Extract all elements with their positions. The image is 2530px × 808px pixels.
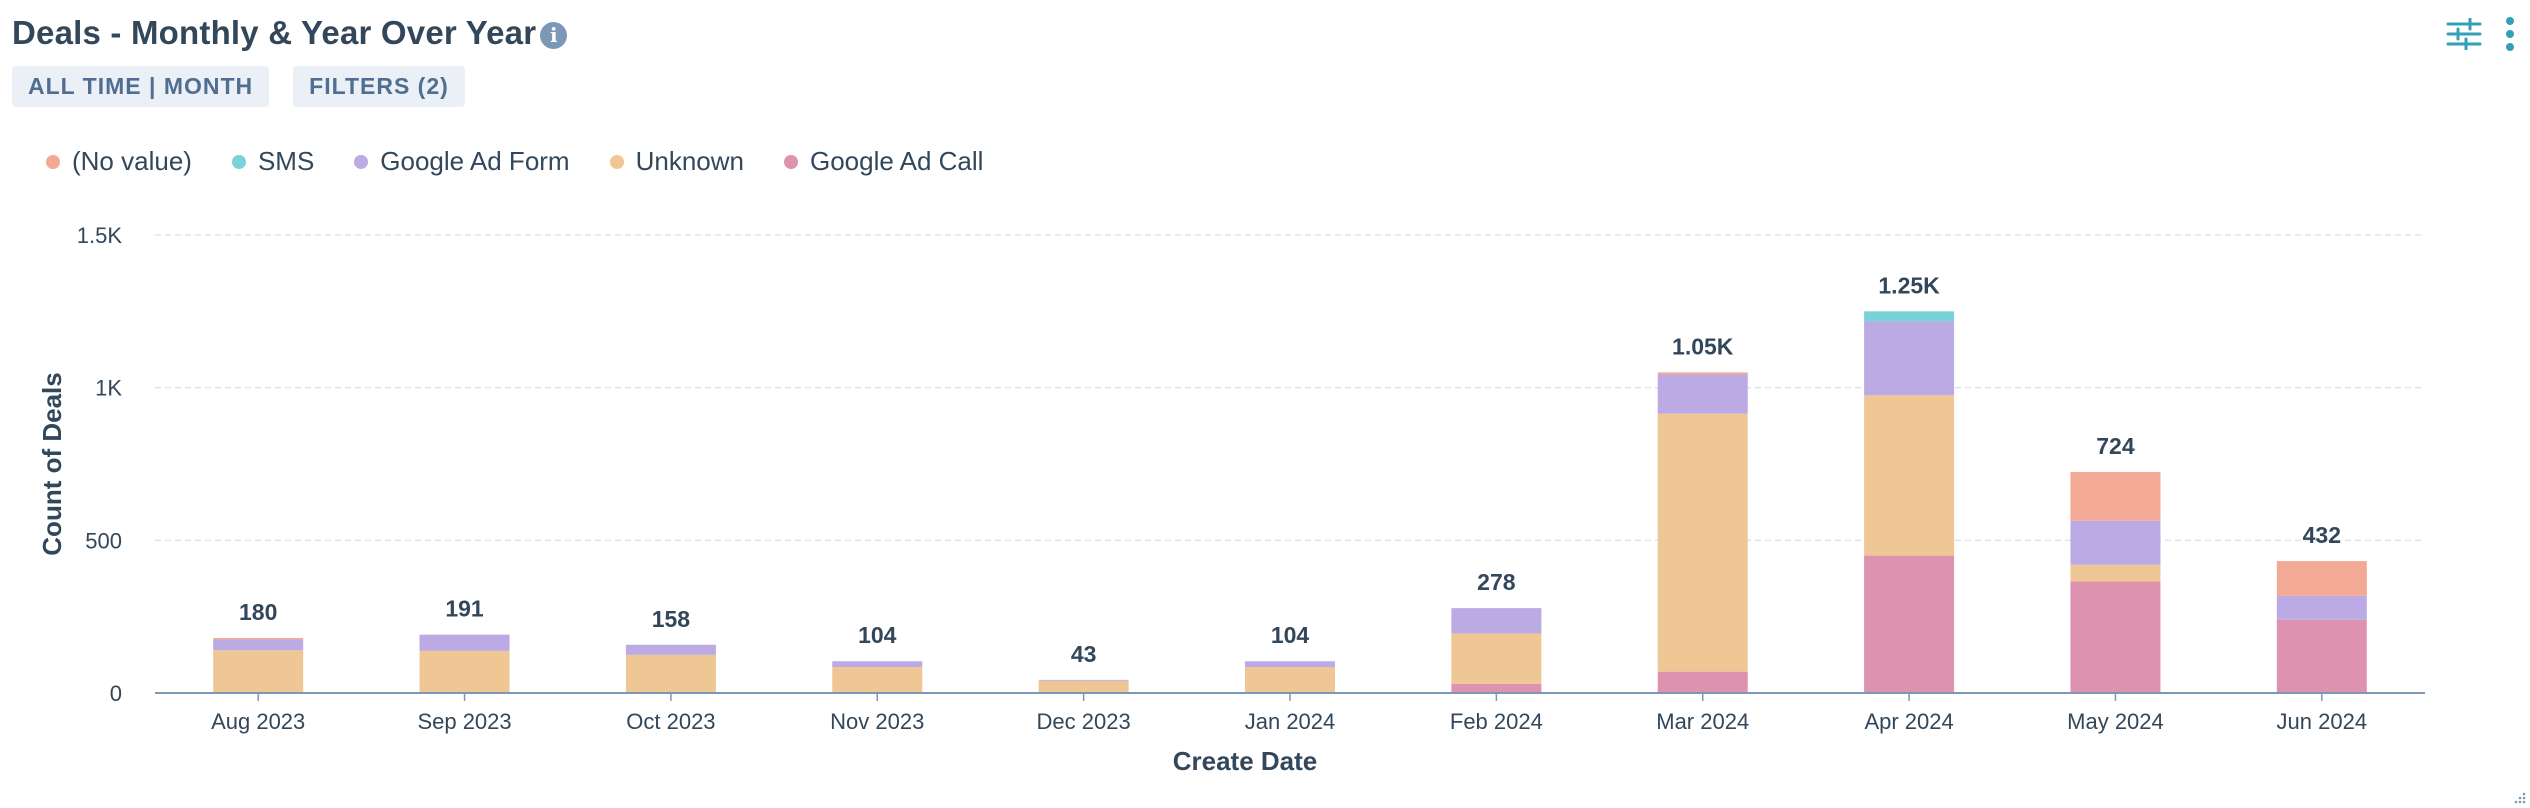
legend-item[interactable]: SMS [231,146,315,177]
x-tick-label: Aug 2023 [211,709,305,734]
bar-segment[interactable] [832,661,923,668]
bar-total-label: 104 [1271,622,1310,648]
bar-segment[interactable] [2070,471,2161,521]
legend-swatch [231,154,246,169]
chart-title: Deals - Monthly & Year Over Year [12,14,537,51]
filters-pill[interactable]: FILTERS (2) [293,66,465,107]
bar-segment[interactable] [1657,413,1748,672]
chart-legend: (No value) SMS Google Ad Form Unknown Google… [46,146,983,177]
legend-swatch [784,154,798,169]
bar-segment[interactable] [625,654,716,693]
date-range-pill[interactable]: ALL TIME | MONTH [12,66,270,107]
bar-total-label: 43 [1071,641,1097,667]
x-tick-label: Jun 2024 [2277,709,2368,734]
bar-segment[interactable] [2276,595,2367,620]
legend-label: SMS [257,146,315,176]
legend-item[interactable]: (No value) [46,146,192,177]
legend-label: Unknown [635,146,744,176]
bar-total-label: 180 [239,599,277,625]
bar-total-label: 104 [858,622,897,648]
y-tick-label: 1K [95,376,122,401]
bar-total-label: 724 [2096,433,2135,459]
x-tick-label: May 2024 [2067,709,2164,734]
legend-swatch [609,154,624,169]
bar-segment[interactable] [419,634,510,651]
y-tick-label: 1.5K [77,223,123,248]
sliders-icon[interactable] [2446,17,2482,55]
x-tick-label: Sep 2023 [417,709,511,734]
bar-segment[interactable] [2070,564,2161,582]
legend-label: Google Ad Call [810,146,984,176]
bar-segment[interactable] [2070,520,2161,565]
bar-segment[interactable] [1038,679,1129,681]
y-axis-title: Count of Deals [37,372,67,555]
legend-label: Google Ad Form [380,146,570,176]
bar-segment[interactable] [1451,608,1542,634]
legend-item[interactable]: Unknown [609,146,744,177]
bar-segment[interactable] [1864,555,1955,693]
vertical-ellipsis-icon[interactable] [2504,16,2516,57]
bar-segment[interactable] [1038,680,1129,693]
bar-segment[interactable] [1245,661,1335,668]
chart-actions [2446,16,2516,57]
bar-total-label: 278 [1477,569,1516,595]
info-icon[interactable]: i [540,21,568,49]
legend-label: (No value) [72,146,192,176]
bar-segment[interactable] [213,639,304,651]
bar-total-label: 191 [445,596,484,622]
x-tick-label: Oct 2023 [626,709,715,734]
bar-segment[interactable] [1864,395,1955,556]
bar-total-label: 1.25K [1878,272,1940,298]
legend-item[interactable]: Google Ad Form [354,146,570,177]
bar-segment[interactable] [2276,619,2367,693]
x-tick-label: Jan 2024 [1245,709,1336,734]
legend-swatch [354,154,369,169]
bar-segment[interactable] [832,667,923,693]
x-tick-label: Mar 2024 [1656,709,1749,734]
x-tick-label: Apr 2024 [1864,709,1953,734]
bar-segment[interactable] [1451,683,1542,693]
bar-segment[interactable] [213,650,304,693]
bar-segment[interactable] [2070,581,2161,693]
legend-swatch [46,154,60,169]
bar-segment[interactable] [1864,321,1955,396]
x-tick-label: Dec 2023 [1037,709,1131,734]
bar-segment[interactable] [2276,561,2367,596]
bar-total-label: 158 [652,606,691,632]
x-tick-label: Feb 2024 [1450,709,1543,734]
filter-pills: ALL TIME | MONTH FILTERS (2) [12,66,465,107]
x-tick-label: Nov 2023 [830,709,924,734]
resize-grip-icon[interactable] [2512,790,2526,804]
bar-segment[interactable] [1245,667,1335,693]
bar-segment[interactable] [1657,372,1748,375]
bar-segment[interactable] [213,638,304,640]
bar-total-label: 432 [2303,522,2341,548]
bar-segment[interactable] [1657,671,1748,693]
y-tick-label: 500 [85,528,122,553]
bar-segment[interactable] [1657,374,1748,414]
x-axis-title: Create Date [1173,746,1318,776]
y-tick-label: 0 [110,681,122,706]
bar-segment[interactable] [625,644,716,655]
bar-segment[interactable] [419,650,510,693]
bar-total-label: 1.05K [1672,333,1734,359]
bar-segment[interactable] [1864,311,1955,322]
bar-segment[interactable] [1451,633,1542,684]
chart-header: Deals - Monthly & Year Over Year i [12,14,568,52]
legend-item[interactable]: Google Ad Call [784,146,983,177]
